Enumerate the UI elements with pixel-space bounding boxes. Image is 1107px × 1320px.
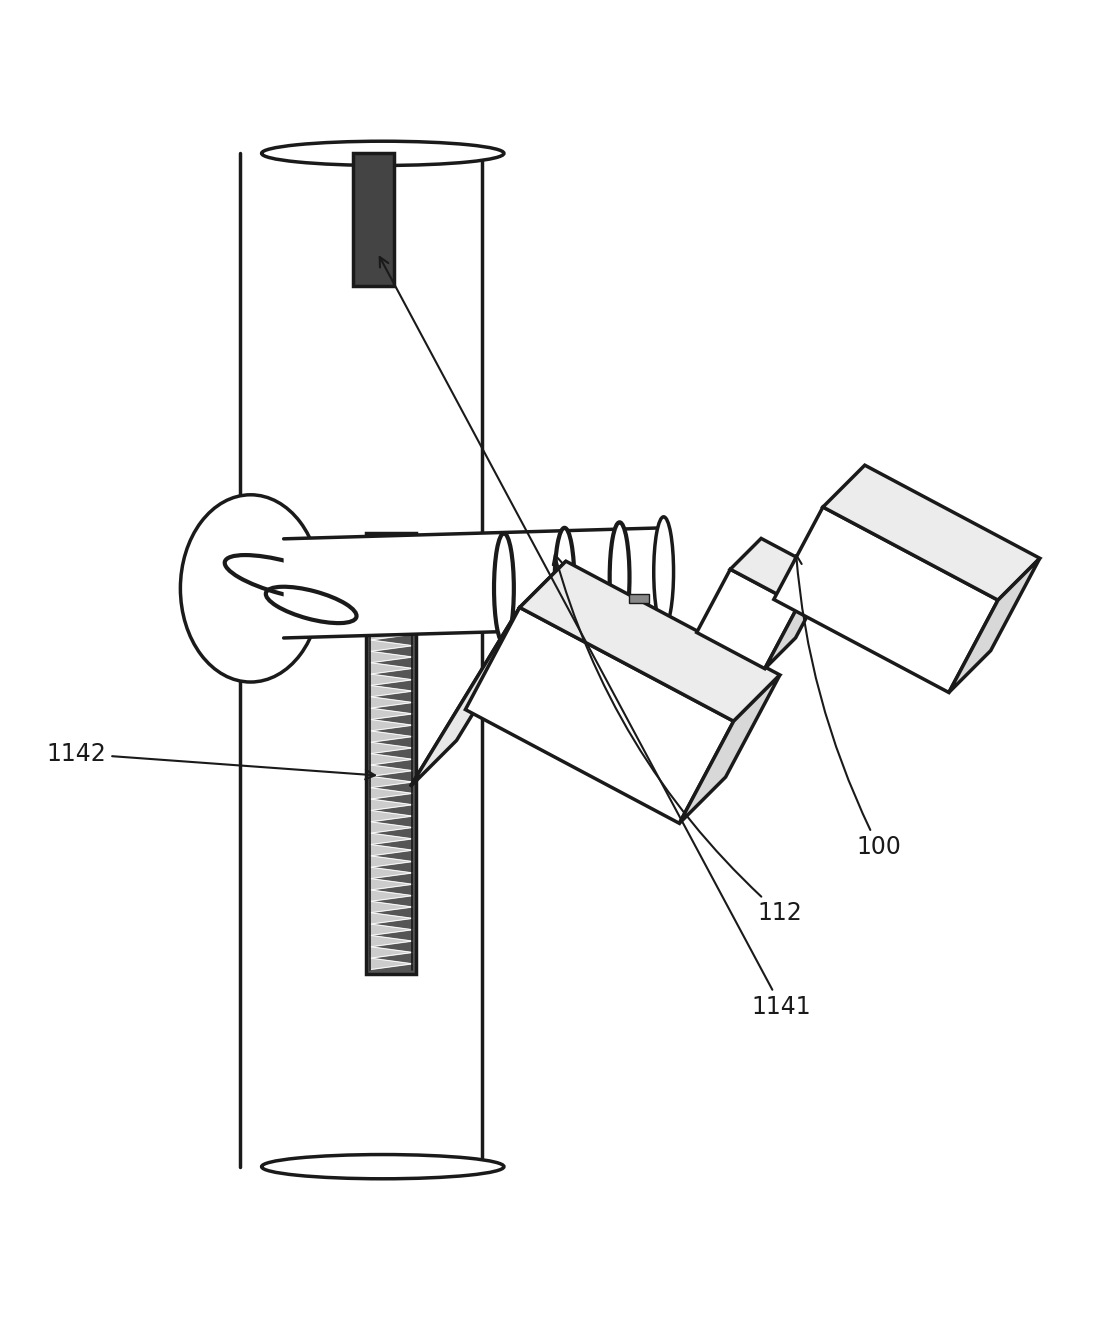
Polygon shape [370, 549, 412, 561]
Polygon shape [370, 924, 412, 936]
Polygon shape [370, 719, 412, 731]
Ellipse shape [555, 528, 575, 638]
Ellipse shape [180, 495, 321, 682]
Polygon shape [370, 640, 412, 651]
Polygon shape [370, 685, 412, 697]
Polygon shape [370, 822, 412, 833]
Polygon shape [370, 855, 412, 867]
Polygon shape [370, 867, 412, 879]
Polygon shape [370, 754, 412, 766]
Polygon shape [370, 810, 412, 822]
Polygon shape [370, 833, 412, 845]
Polygon shape [696, 569, 798, 669]
Polygon shape [370, 697, 412, 708]
Polygon shape [680, 675, 780, 824]
Text: 100: 100 [793, 554, 901, 859]
Polygon shape [370, 594, 412, 606]
Bar [353, 153, 394, 285]
Polygon shape [370, 561, 412, 572]
Polygon shape [370, 902, 412, 912]
Polygon shape [370, 583, 412, 594]
Bar [366, 533, 416, 974]
Polygon shape [823, 465, 1039, 601]
Polygon shape [370, 651, 412, 663]
Polygon shape [370, 731, 412, 742]
Ellipse shape [610, 523, 630, 632]
Polygon shape [370, 936, 412, 946]
Polygon shape [370, 766, 412, 776]
Text: 1142: 1142 [46, 742, 375, 779]
Polygon shape [411, 607, 519, 787]
Polygon shape [370, 663, 412, 675]
Polygon shape [370, 799, 412, 810]
Polygon shape [949, 558, 1039, 693]
Polygon shape [370, 537, 412, 549]
Polygon shape [370, 845, 412, 855]
Ellipse shape [261, 141, 504, 165]
Polygon shape [370, 958, 412, 969]
Polygon shape [370, 776, 412, 788]
Polygon shape [370, 879, 412, 890]
Polygon shape [370, 628, 412, 640]
Polygon shape [370, 675, 412, 685]
Polygon shape [465, 607, 734, 824]
Polygon shape [370, 946, 412, 958]
Polygon shape [411, 561, 566, 787]
Polygon shape [370, 618, 412, 628]
Text: 112: 112 [552, 554, 801, 925]
Polygon shape [519, 561, 780, 721]
Ellipse shape [261, 1155, 504, 1179]
Polygon shape [765, 574, 829, 669]
Polygon shape [370, 788, 412, 799]
Text: 1141: 1141 [380, 257, 811, 1019]
Bar [239, 153, 482, 1167]
Polygon shape [774, 507, 999, 693]
Polygon shape [370, 890, 412, 902]
Polygon shape [731, 539, 829, 606]
Polygon shape [370, 708, 412, 719]
Polygon shape [370, 912, 412, 924]
Polygon shape [370, 742, 412, 754]
Ellipse shape [494, 533, 514, 643]
Bar [630, 594, 650, 603]
Polygon shape [370, 606, 412, 618]
Ellipse shape [654, 517, 673, 627]
Polygon shape [370, 572, 412, 583]
Polygon shape [283, 528, 663, 638]
